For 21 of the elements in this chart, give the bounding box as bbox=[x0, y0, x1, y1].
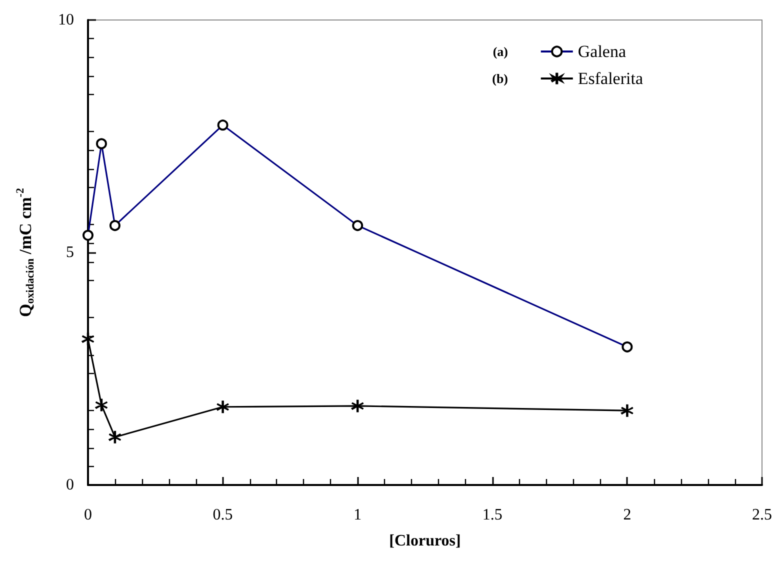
y-axis-title: Qoxidación /mC cm-2 bbox=[14, 188, 36, 317]
x-tick-label: 0.5 bbox=[212, 506, 233, 524]
y-tick-label: 0 bbox=[66, 476, 74, 494]
x-tick-label: 1.5 bbox=[482, 506, 502, 524]
y-tick-label: 5 bbox=[66, 244, 74, 261]
x-tick-label: 0 bbox=[84, 506, 92, 524]
legend-label: Galena bbox=[578, 42, 626, 61]
annotation: (a) bbox=[492, 44, 508, 59]
point bbox=[95, 398, 108, 412]
point bbox=[216, 400, 230, 414]
point bbox=[351, 400, 364, 412]
x-axis-title: [Cloruros] bbox=[389, 532, 461, 550]
x-tick-label: 1 bbox=[354, 506, 362, 524]
point bbox=[108, 430, 122, 444]
y-tick-label: 10 bbox=[58, 12, 74, 28]
point bbox=[82, 332, 94, 346]
point bbox=[620, 404, 634, 417]
x-tick-label: 2 bbox=[623, 506, 632, 524]
x-tick-label: 2.5 bbox=[752, 506, 772, 524]
legend-label: Esfalerita bbox=[578, 69, 644, 88]
annotation: (b) bbox=[492, 71, 508, 86]
